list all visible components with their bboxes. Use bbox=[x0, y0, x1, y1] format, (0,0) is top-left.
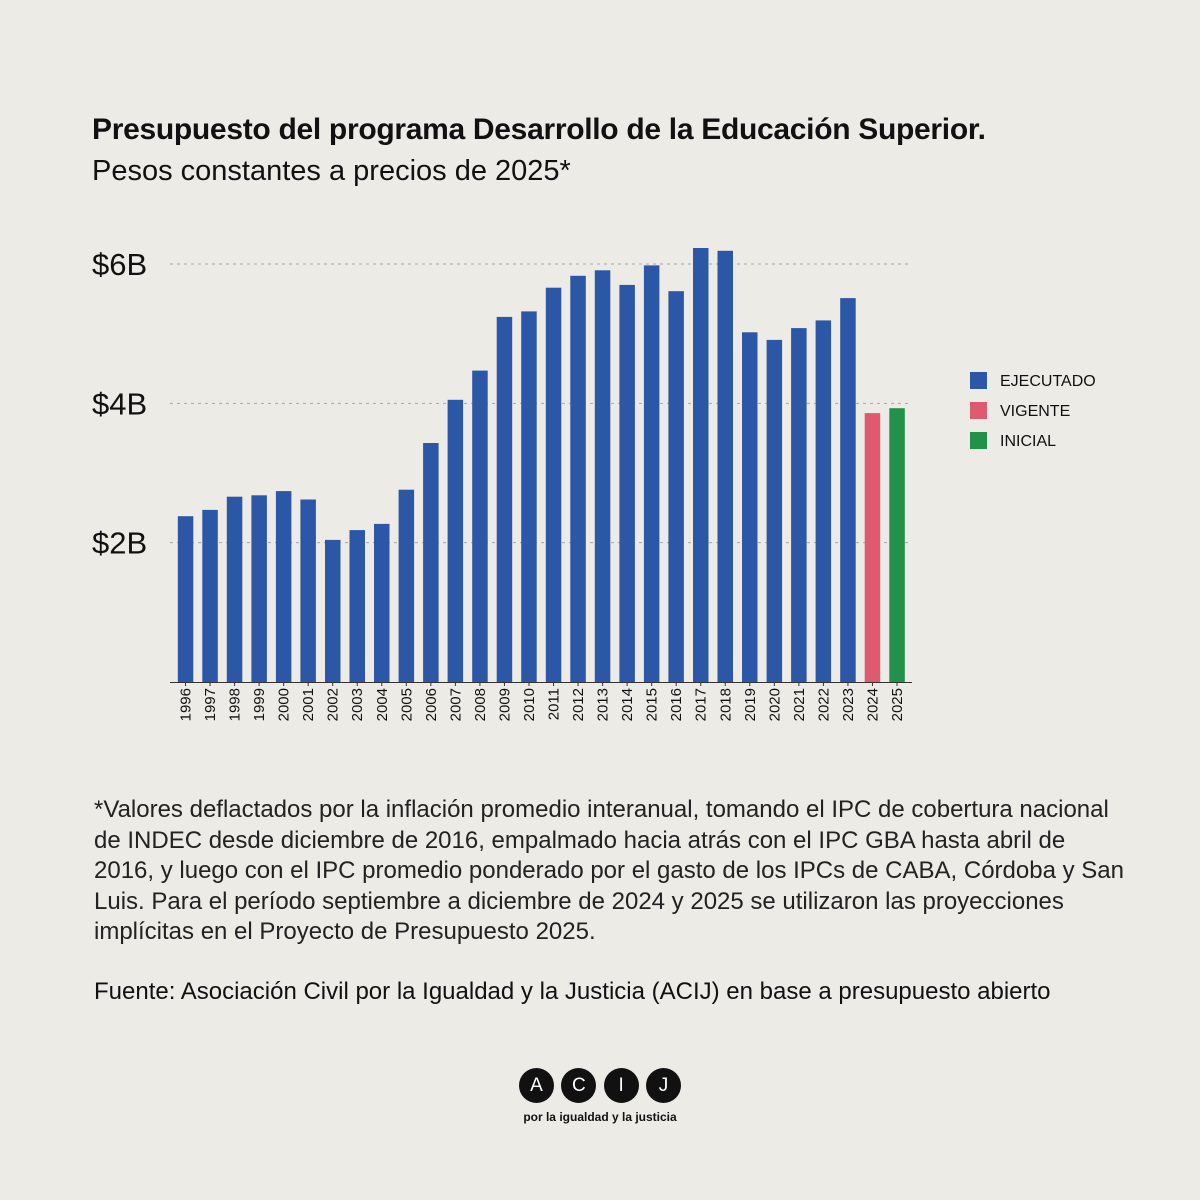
x-tick-label: 2002 bbox=[325, 688, 342, 721]
logo-tagline: por la igualdad y la justicia bbox=[523, 1110, 677, 1124]
bar-ejecutado-2015 bbox=[643, 265, 660, 682]
legend-label-inicial: INICIAL bbox=[1000, 433, 1056, 450]
x-tick-label: 2008 bbox=[472, 688, 489, 721]
bar-ejecutado-2017 bbox=[693, 248, 709, 682]
x-axis: 1996 1997 1998 1999 2000 2001 2002 2003 2004 2005… bbox=[178, 682, 906, 721]
y-tick-label: $2B bbox=[92, 526, 147, 561]
x-tick-label: 1996 bbox=[178, 688, 195, 721]
bar-ejecutado-2021 bbox=[791, 328, 807, 682]
bar-ejecutado-2009 bbox=[496, 316, 513, 682]
bar-ejecutado-1999 bbox=[251, 495, 267, 682]
legend: EJECUTADO VIGENTE INICIAL bbox=[970, 372, 1096, 450]
x-tick-label: 2017 bbox=[693, 688, 710, 721]
y-tick-label: $4B bbox=[92, 386, 147, 421]
chart-subtitle: Pesos constantes a precios de 2025* bbox=[92, 155, 571, 187]
x-tick-label: 2015 bbox=[644, 688, 661, 721]
y-axis: $2B $4B $6B bbox=[92, 247, 147, 561]
bars bbox=[177, 248, 905, 683]
source-note: Fuente: Asociación Civil por la Igualdad… bbox=[94, 978, 1051, 1005]
x-tick-label: 2019 bbox=[742, 688, 759, 721]
logo-letter-i: I bbox=[603, 1068, 639, 1103]
chart-title: Presupuesto del programa Desarrollo de l… bbox=[92, 113, 986, 146]
x-tick-label: 2005 bbox=[398, 688, 415, 721]
legend-swatch-vigente bbox=[970, 402, 987, 419]
x-tick-label: 2014 bbox=[619, 688, 636, 721]
bar-ejecutado-2006 bbox=[423, 443, 439, 682]
x-tick-label: 2021 bbox=[791, 688, 808, 721]
x-tick-label: 1997 bbox=[202, 688, 219, 721]
x-tick-label: 2020 bbox=[766, 688, 783, 721]
bar-ejecutado-2000 bbox=[275, 491, 292, 682]
x-tick-label: 2024 bbox=[864, 688, 881, 721]
legend-label-vigente: VIGENTE bbox=[1000, 403, 1070, 420]
bar-ejecutado-2016 bbox=[668, 291, 684, 682]
logo-letter-a: A bbox=[519, 1068, 554, 1103]
gridlines bbox=[170, 263, 912, 544]
bar-inicial-2025 bbox=[889, 408, 905, 682]
x-tick-label: 1998 bbox=[227, 688, 244, 721]
bar-ejecutado-2004 bbox=[374, 523, 390, 682]
bar-ejecutado-2008 bbox=[472, 370, 488, 682]
logo-letter-c: C bbox=[561, 1068, 597, 1103]
bar-ejecutado-1998 bbox=[226, 496, 243, 682]
x-tick-label: 2007 bbox=[447, 688, 464, 721]
y-tick-label: $6B bbox=[92, 247, 147, 282]
logo-letter-j: J bbox=[645, 1068, 681, 1103]
bar-ejecutado-2022 bbox=[815, 320, 832, 682]
x-tick-label: 2018 bbox=[717, 688, 734, 721]
footnote: *Valores deflactados por la inflación pr… bbox=[94, 796, 1124, 945]
bar-ejecutado-2019 bbox=[742, 332, 758, 682]
x-tick-label: 2016 bbox=[668, 688, 685, 721]
x-tick-label: 2010 bbox=[521, 688, 538, 721]
bar-ejecutado-2002 bbox=[325, 539, 341, 682]
legend-swatch-ejecutado bbox=[970, 372, 987, 389]
bar-ejecutado-2011 bbox=[545, 287, 562, 682]
bar-ejecutado-2001 bbox=[300, 499, 316, 682]
x-tick-label: 2011 bbox=[546, 688, 563, 720]
bar-ejecutado-2018 bbox=[717, 250, 733, 683]
bar-ejecutado-1996 bbox=[177, 516, 194, 682]
legend-swatch-inicial bbox=[970, 432, 987, 449]
bar-ejecutado-2014 bbox=[619, 284, 635, 682]
bar-ejecutado-2010 bbox=[521, 311, 537, 682]
x-tick-label: 2012 bbox=[570, 688, 587, 721]
bar-ejecutado-2003 bbox=[349, 530, 365, 682]
x-tick-label: 2006 bbox=[423, 688, 440, 721]
x-tick-label: 2013 bbox=[595, 688, 612, 721]
x-tick-label: 2004 bbox=[374, 688, 391, 721]
x-tick-label: 2023 bbox=[840, 688, 857, 721]
bar-ejecutado-2013 bbox=[594, 270, 611, 682]
bar-chart: $2B $4B $6B 1996 1997 1998 1999 2000 2001 2002 20… bbox=[92, 247, 1096, 721]
x-tick-label: 1999 bbox=[251, 688, 268, 721]
x-tick-label: 2003 bbox=[349, 688, 366, 721]
bar-ejecutado-2005 bbox=[398, 489, 415, 682]
legend-label-ejecutado: EJECUTADO bbox=[1000, 373, 1096, 390]
x-tick-label: 2000 bbox=[276, 688, 293, 721]
x-tick-label: 2025 bbox=[889, 688, 906, 721]
bar-ejecutado-2007 bbox=[447, 399, 464, 682]
x-tick-label: 2001 bbox=[300, 688, 317, 721]
bar-ejecutado-2020 bbox=[766, 339, 783, 682]
bar-ejecutado-2012 bbox=[570, 275, 586, 682]
bar-ejecutado-1997 bbox=[202, 509, 218, 682]
x-tick-label: 2022 bbox=[815, 688, 832, 721]
x-tick-label: 2009 bbox=[496, 688, 513, 721]
bar-ejecutado-2023 bbox=[840, 298, 856, 682]
bar-vigente-2024 bbox=[864, 413, 881, 682]
